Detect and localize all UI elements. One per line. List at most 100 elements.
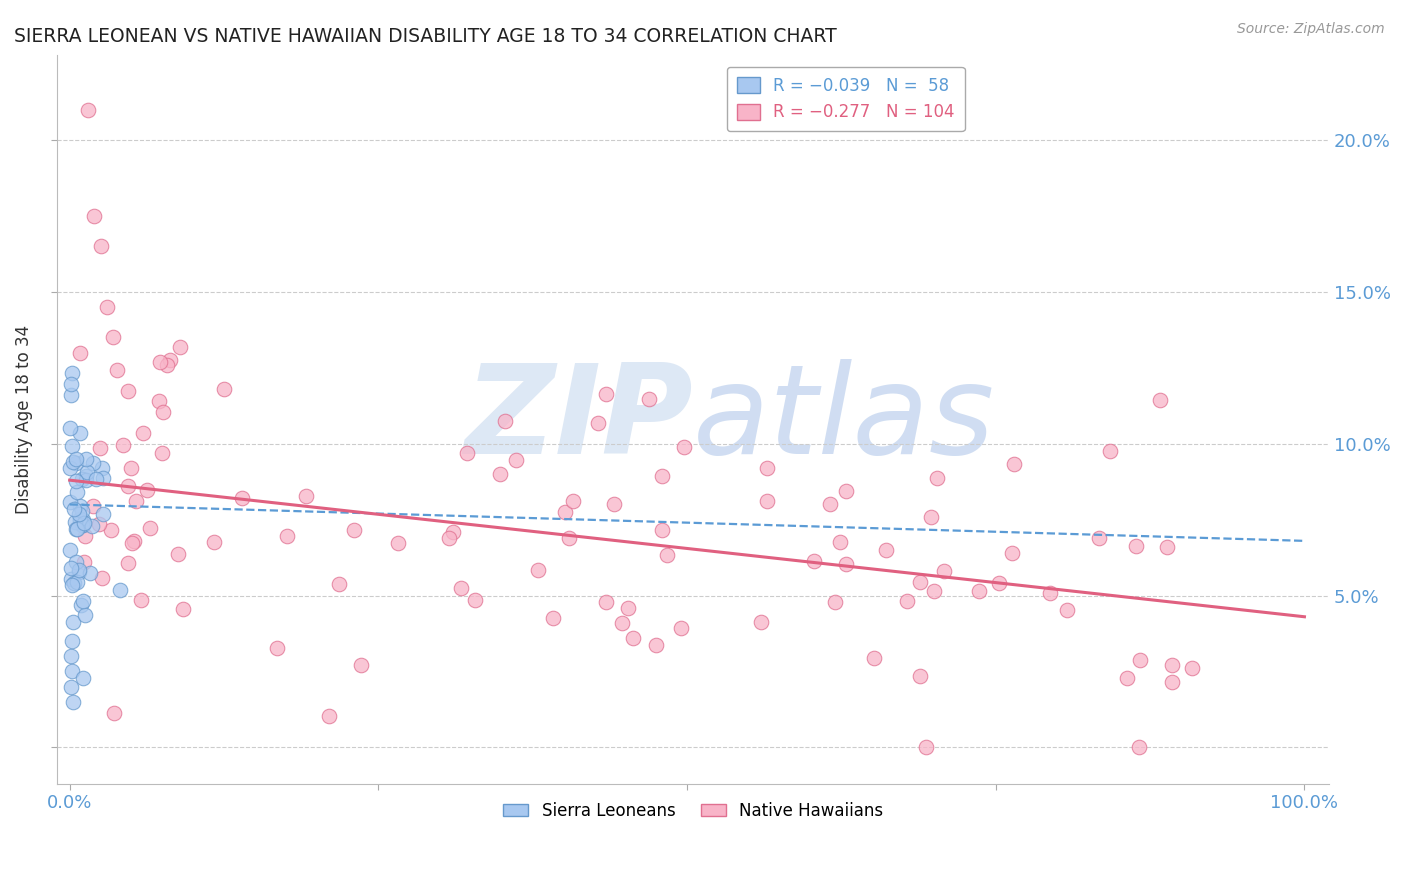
Point: [75, 607, 97, 622]
Point: [82, 456, 104, 470]
Point: [101, 330, 124, 344]
Point: [111, 438, 134, 452]
Point: [73, 516, 96, 530]
Point: [908, 575, 931, 590]
Point: [69, 425, 91, 440]
Point: [828, 535, 851, 549]
Point: [100, 523, 122, 537]
Point: [1149, 392, 1171, 407]
Point: [896, 594, 918, 608]
Point: [602, 497, 624, 511]
Point: [915, 740, 938, 755]
Point: [1180, 661, 1202, 675]
Point: [70, 472, 93, 486]
Point: [65, 522, 87, 536]
Point: [655, 548, 678, 562]
Point: [922, 584, 945, 599]
Point: [437, 531, 460, 545]
Point: [60, 376, 83, 391]
Point: [908, 668, 931, 682]
Point: [117, 479, 139, 493]
Point: [231, 491, 253, 506]
Legend: Sierra Leoneans, Native Hawaiians: Sierra Leoneans, Native Hawaiians: [496, 795, 890, 826]
Y-axis label: Disability Age 18 to 34: Disability Age 18 to 34: [15, 325, 32, 514]
Point: [59, 421, 82, 435]
Point: [60, 665, 83, 679]
Point: [63, 502, 86, 516]
Point: [266, 641, 288, 656]
Point: [129, 592, 152, 607]
Point: [1156, 541, 1178, 555]
Point: [558, 531, 581, 545]
Point: [202, 534, 225, 549]
Point: [79, 566, 101, 580]
Point: [70, 504, 93, 518]
Point: [132, 425, 155, 440]
Point: [110, 582, 132, 597]
Point: [756, 493, 779, 508]
Point: [651, 524, 673, 538]
Point: [152, 405, 174, 419]
Point: [73, 555, 96, 569]
Point: [89, 516, 111, 531]
Point: [387, 536, 409, 550]
Point: [82, 500, 104, 514]
Point: [90, 571, 112, 585]
Point: [638, 392, 661, 406]
Point: [59, 543, 82, 558]
Point: [169, 340, 191, 354]
Point: [925, 471, 948, 485]
Point: [59, 495, 82, 509]
Point: [967, 584, 990, 599]
Point: [72, 594, 94, 608]
Point: [60, 366, 83, 380]
Point: [69, 345, 91, 359]
Point: [59, 572, 82, 586]
Point: [69, 598, 91, 612]
Point: [77, 103, 100, 117]
Point: [505, 452, 527, 467]
Point: [76, 465, 98, 479]
Point: [295, 489, 318, 503]
Point: [749, 615, 772, 629]
Point: [72, 513, 94, 527]
Point: [148, 393, 170, 408]
Point: [149, 355, 172, 369]
Point: [69, 500, 91, 514]
Point: [122, 534, 145, 549]
Point: [669, 621, 692, 635]
Point: [1125, 539, 1147, 553]
Point: [450, 582, 472, 596]
Point: [276, 529, 298, 543]
Point: [60, 560, 83, 574]
Point: [67, 563, 90, 577]
Point: [65, 452, 87, 467]
Point: [91, 471, 114, 485]
Point: [167, 548, 190, 562]
Point: [934, 564, 956, 578]
Point: [350, 657, 373, 672]
Point: [62, 454, 84, 468]
Point: [62, 575, 84, 590]
Point: [1056, 603, 1078, 617]
Point: [561, 494, 583, 508]
Point: [824, 595, 846, 609]
Point: [66, 575, 89, 590]
Text: atlas: atlas: [693, 359, 995, 480]
Point: [1161, 658, 1184, 673]
Point: [136, 483, 159, 497]
Point: [65, 484, 87, 499]
Point: [156, 358, 179, 372]
Point: [69, 514, 91, 528]
Point: [920, 509, 942, 524]
Point: [117, 384, 139, 398]
Point: [117, 556, 139, 570]
Point: [150, 446, 173, 460]
Point: [835, 557, 858, 571]
Point: [623, 631, 645, 645]
Point: [673, 440, 696, 454]
Point: [803, 554, 825, 568]
Point: [90, 461, 112, 475]
Point: [96, 300, 118, 314]
Point: [862, 650, 884, 665]
